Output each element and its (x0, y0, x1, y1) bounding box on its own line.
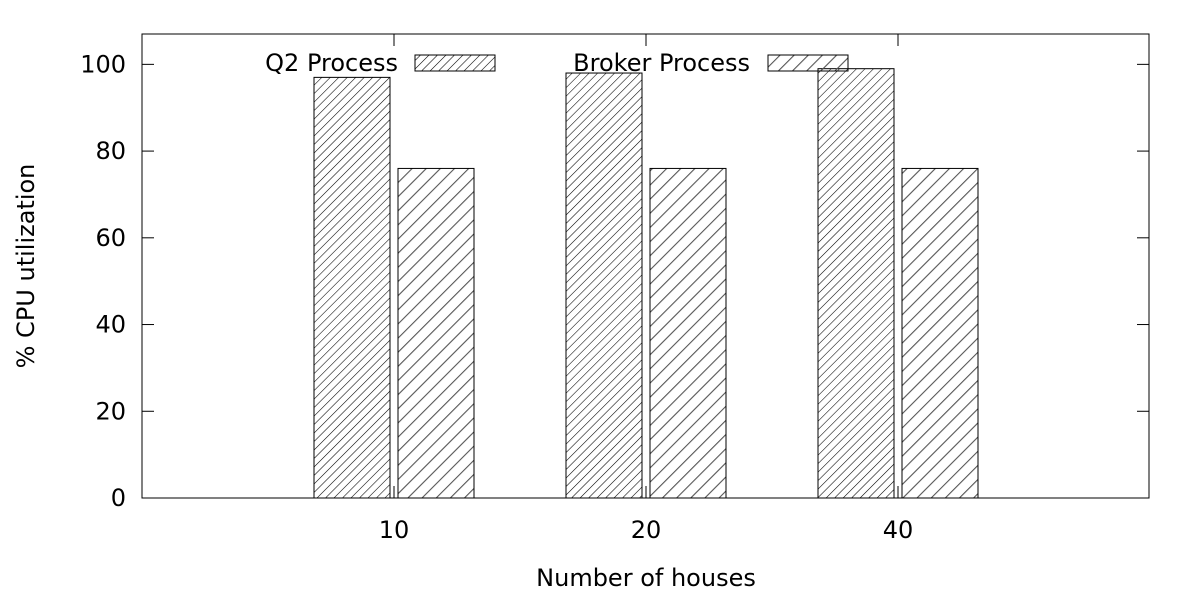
bar-broker-process-20 (649, 167, 727, 499)
plot-frame (141, 33, 1150, 499)
legend-swatch-broker-process (767, 54, 849, 72)
legend-label-broker-process: Broker Process (573, 49, 750, 77)
y-tick-label: 60 (95, 224, 126, 252)
x-axis-title: Number of houses (536, 564, 756, 592)
bar-q2-process-10 (313, 76, 391, 499)
bar-q2-process-40 (817, 68, 895, 499)
y-tick-label: 20 (95, 397, 126, 425)
bar-broker-process-10 (397, 167, 475, 499)
y-axis-title: % CPU utilization (12, 164, 40, 369)
bars (313, 68, 979, 499)
legend: Q2 Process Broker Process (265, 49, 849, 77)
y-tick-label: 80 (95, 137, 126, 165)
x-tick-label: 10 (379, 516, 410, 544)
x-tick-label: 20 (631, 516, 662, 544)
x-axis-ticks: 10 20 40 (379, 34, 914, 544)
bar-broker-process-40 (901, 167, 979, 499)
bar-q2-process-20 (565, 72, 643, 499)
y-axis-ticks: 0 20 40 60 80 100 (80, 50, 1149, 512)
y-tick-label: 0 (111, 484, 126, 512)
y-tick-label: 100 (80, 50, 126, 78)
x-tick-label: 40 (883, 516, 914, 544)
y-tick-label: 40 (95, 311, 126, 339)
legend-swatch-q2-process (414, 54, 496, 72)
legend-label-q2-process: Q2 Process (265, 49, 398, 77)
